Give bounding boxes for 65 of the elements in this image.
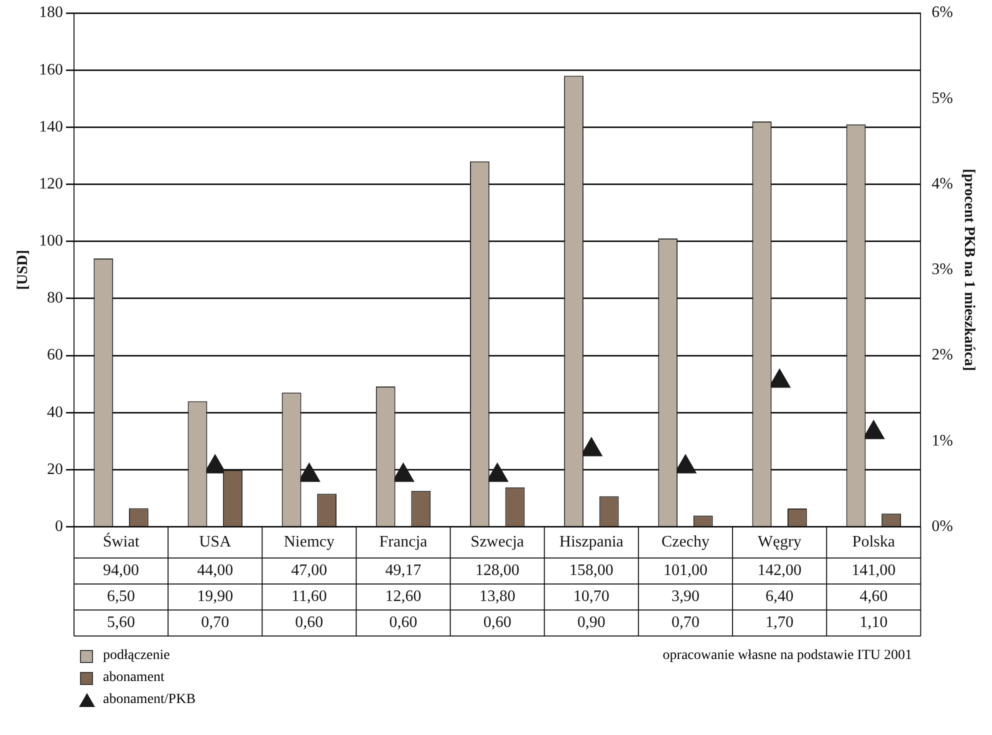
y2-tick-label: 4%	[932, 175, 953, 192]
point	[204, 454, 226, 474]
y2-tick-label: 3%	[932, 261, 953, 278]
data-label: 94,00	[103, 562, 140, 580]
legend-label: abonament/PKB	[103, 692, 196, 708]
data-label: 0,70	[201, 614, 230, 632]
data-label: 19,90	[197, 588, 234, 606]
y2-tick-label: 0%	[932, 518, 953, 536]
data-label: 3,90	[671, 588, 700, 606]
x-tick-label: Szwecja	[470, 534, 524, 551]
x-tick-label: Świat	[102, 532, 140, 551]
x-tick-label: Hiszpania	[559, 534, 624, 551]
data-label: 158,00	[569, 562, 614, 580]
data-label: 128,00	[475, 562, 520, 580]
y-tick-label: 80	[47, 290, 63, 307]
data-label: 4,60	[860, 588, 888, 606]
point	[580, 437, 602, 456]
data-label: 142,00	[758, 562, 802, 580]
y-tick-label: 120	[39, 175, 63, 192]
data-label: 11,60	[291, 588, 327, 606]
data-label: 0,90	[577, 614, 606, 632]
y-tick-label: 100	[39, 232, 63, 250]
text: opracowanie własne na podstawie ITU 2001	[662, 648, 912, 664]
data-label: 0,60	[295, 614, 324, 632]
data-label: 10,70	[573, 588, 610, 606]
x-tick-label: Polska	[852, 534, 895, 551]
data-label: 47,00	[291, 562, 328, 580]
y-tick-label: 40	[47, 404, 63, 421]
data-label: 101,00	[663, 562, 708, 580]
point	[674, 454, 696, 474]
x-tick-label: Francja	[379, 534, 428, 551]
data-label: 1,70	[766, 614, 794, 632]
data-label: 0,60	[389, 614, 418, 632]
y-tick-label: 20	[47, 460, 63, 478]
data-label: 0,70	[671, 614, 700, 632]
point	[768, 368, 790, 388]
y-tick-label: 180	[39, 4, 63, 22]
point	[298, 462, 320, 482]
x-tick-label: Węgry	[758, 534, 802, 551]
x-tick-label: USA	[199, 534, 232, 551]
y2-tick-label: 5%	[932, 90, 953, 107]
y-tick-label: 160	[39, 61, 63, 78]
text: 5,60	[107, 614, 136, 632]
legend-label: abonament	[103, 670, 164, 686]
y-tick-label: 140	[39, 118, 63, 136]
y-axis-title: [USD]	[14, 250, 31, 290]
data-label: 6,50	[107, 588, 136, 606]
y2-tick-label: 1%	[932, 432, 953, 450]
data-label: 0,60	[483, 614, 512, 632]
data-label: 12,60	[385, 588, 422, 606]
y2-tick-label: 6%	[932, 4, 953, 22]
data-label: 49,17	[385, 562, 422, 580]
data-label: 44,00	[197, 562, 234, 580]
x-tick-label: Niemcy	[284, 534, 335, 551]
data-label: 6,40	[766, 588, 794, 606]
y-tick-label: 60	[47, 346, 63, 364]
x-tick-label: Czechy	[661, 534, 710, 551]
y2-axis-title: [procent PKB na 1 mieszkańca]	[961, 168, 978, 372]
data-label: 1,10	[860, 614, 888, 632]
data-label: 141,00	[852, 562, 896, 580]
y-tick-label: 0	[55, 518, 63, 536]
legend-label: podłączenie	[103, 648, 170, 664]
point	[862, 420, 885, 440]
y2-tick-label: 2%	[932, 346, 953, 364]
data-label: 13,80	[479, 588, 516, 606]
